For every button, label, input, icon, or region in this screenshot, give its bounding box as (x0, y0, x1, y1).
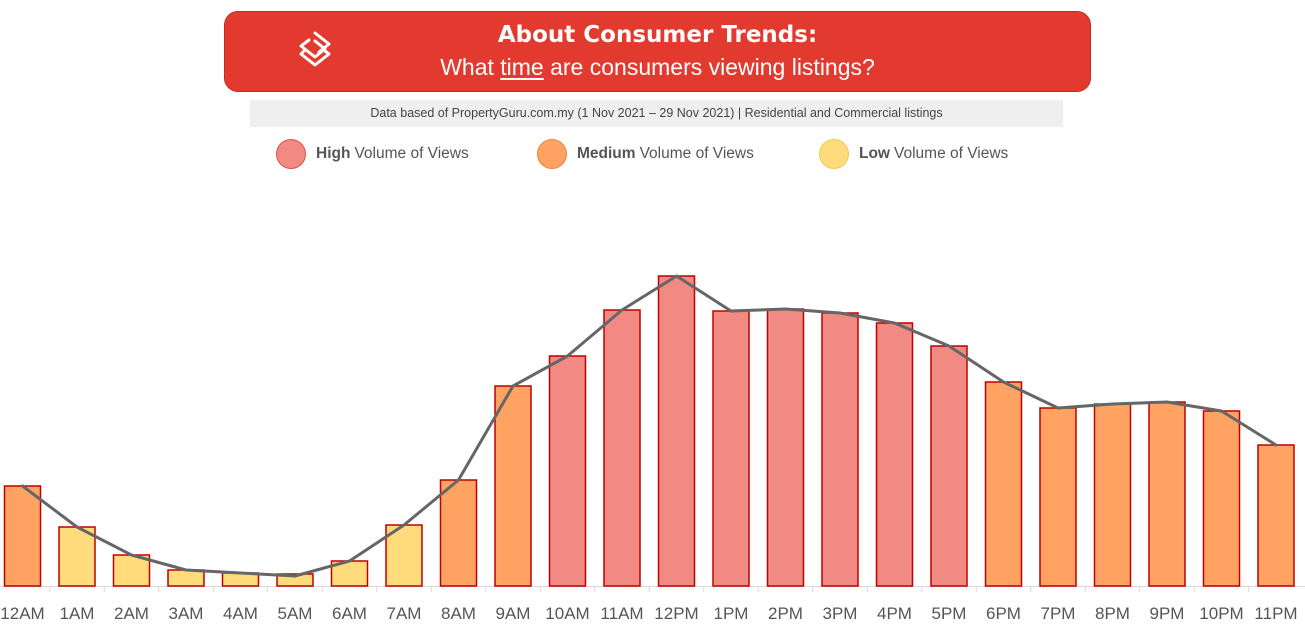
legend-label: Volume of Views (354, 145, 469, 162)
subtitle-emphasis: time (500, 54, 544, 80)
bar-10am (548, 355, 587, 587)
x-tick-label: 6AM (332, 604, 367, 623)
x-tick-label: 10PM (1199, 604, 1243, 623)
bar-8am (439, 479, 478, 587)
bar-12am (3, 485, 42, 587)
x-tick-label: 4AM (223, 604, 258, 623)
bar-12pm (657, 275, 696, 587)
bar-6pm (984, 381, 1023, 587)
x-tick-label: 5PM (932, 604, 967, 623)
bar-3am (167, 569, 205, 587)
x-tick-label: 12PM (654, 604, 698, 623)
bar-3pm (821, 312, 859, 587)
legend-label: Volume of Views (639, 145, 754, 162)
bar-11am (603, 309, 641, 587)
bar-9am (494, 385, 532, 587)
bar-5pm (930, 345, 968, 587)
x-tick-label: 1AM (60, 604, 95, 623)
x-tick-label: 9AM (496, 604, 531, 623)
x-tick-label: 6PM (986, 604, 1021, 623)
bar-2am (112, 554, 151, 587)
x-tick-label: 3AM (169, 604, 204, 623)
bar-9pm (1148, 401, 1186, 587)
x-tick-label: 7PM (1041, 604, 1076, 623)
x-tick-label: 2AM (114, 604, 149, 623)
bar-11pm (1257, 444, 1295, 587)
bar-7pm (1039, 407, 1077, 587)
page-subtitle: What time are consumers viewing listings… (440, 54, 875, 80)
legend-label: Volume of Views (894, 145, 1009, 162)
page-title: About Consumer Trends: (497, 22, 818, 48)
bar-1am (58, 526, 96, 587)
legend-swatch-low (819, 139, 849, 169)
bar-2pm (766, 308, 805, 587)
legend-item-high: High Volume of Views (276, 138, 469, 170)
propertyguru-house-logo-icon (299, 31, 331, 67)
x-tick-label: 8AM (441, 604, 476, 623)
x-tick-label: 10AM (545, 604, 589, 623)
legend-label-bold: Medium (577, 145, 636, 162)
x-tick-label: 11AM (600, 604, 643, 623)
trend-line (21, 274, 1278, 578)
x-tick-label: 5AM (278, 604, 313, 623)
legend-label-bold: Low (859, 145, 890, 162)
x-tick-label: 9PM (1150, 604, 1185, 623)
legend-label-bold: High (316, 145, 351, 162)
x-tick-label: 7AM (387, 604, 422, 623)
bar-1pm (712, 310, 750, 587)
x-tick-label: 4PM (877, 604, 912, 623)
x-tick-label: 11PM (1254, 604, 1297, 623)
legend-item-medium: Medium Volume of Views (537, 138, 754, 170)
legend-swatch-high (276, 139, 306, 169)
legend-item-low: Low Volume of Views (819, 138, 1008, 170)
x-tick-label: 8PM (1095, 604, 1130, 623)
title-banner: About Consumer Trends: What time are con… (224, 11, 1091, 92)
bar-8pm (1093, 403, 1132, 587)
bar-10pm (1202, 410, 1241, 587)
x-tick-label: 12AM (0, 604, 44, 623)
bar-4pm (875, 322, 914, 587)
x-tick-label: 2PM (768, 604, 803, 623)
x-tick-label: 3PM (823, 604, 858, 623)
legend-swatch-medium (537, 139, 567, 169)
source-note: Data based of PropertyGuru.com.my (1 Nov… (250, 100, 1063, 127)
x-tick-label: 1PM (714, 604, 749, 623)
